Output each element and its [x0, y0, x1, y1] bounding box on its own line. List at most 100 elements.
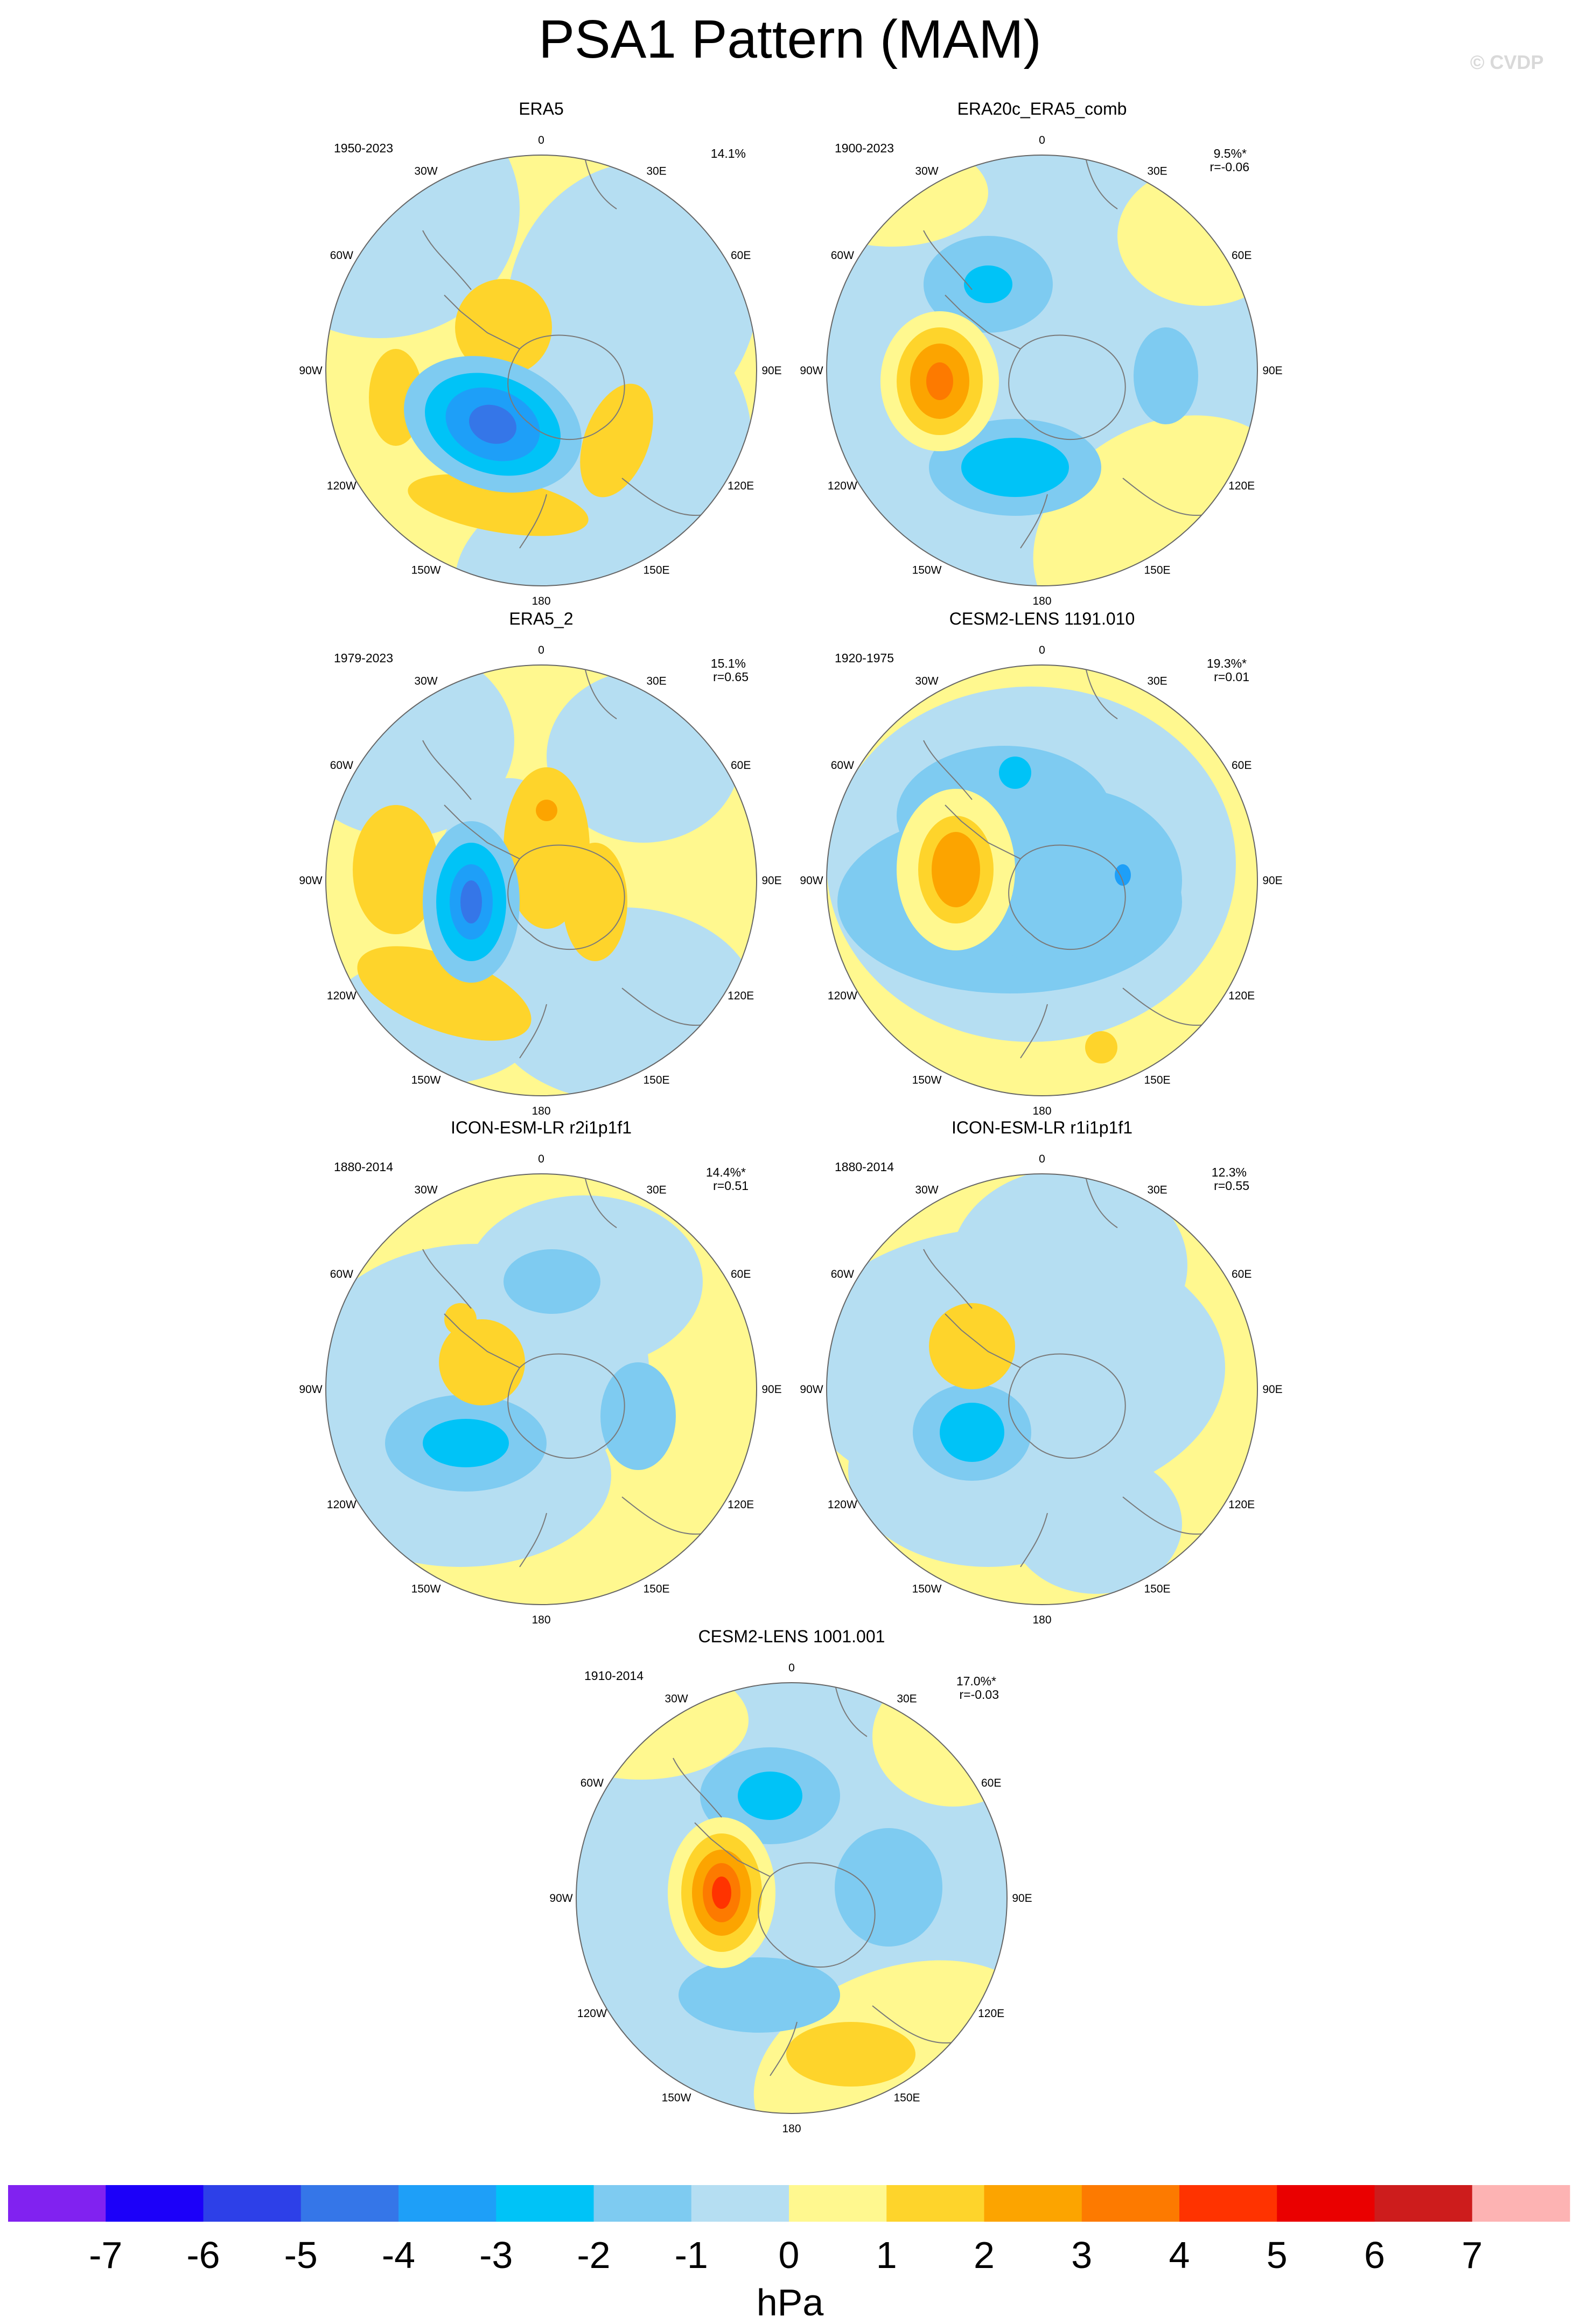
longitude-label: 120E: [1228, 480, 1255, 492]
anomaly-contour: [786, 2022, 915, 2087]
anomaly-contour: [580, 383, 653, 498]
disk-outline: [826, 1173, 1258, 1605]
longitude-label: 120W: [577, 2007, 607, 2020]
longitude-label: 60W: [330, 1268, 353, 1280]
map-panel: CESM2-LENS 1191.010 1920-1975 19.3%*r=0.01…: [800, 609, 1282, 1117]
longitude-label: 120E: [1228, 990, 1255, 1002]
longitude-label: 0: [788, 1662, 795, 1674]
anomaly-contour: [712, 1877, 731, 1909]
longitude-label: 60W: [581, 1777, 604, 1789]
longitude-label: 30W: [915, 675, 938, 687]
panel-years: 1910-2014: [584, 1669, 644, 1683]
longitude-label: 180: [1032, 595, 1051, 607]
colorbar-swatch: [399, 2185, 497, 2222]
longitude-label: 30E: [646, 1184, 666, 1196]
coastline: [507, 844, 625, 950]
longitude-label: 30W: [414, 675, 437, 687]
longitude-label: 180: [1032, 1105, 1051, 1117]
anomaly-contour: [932, 832, 980, 907]
coastline: [945, 1313, 1021, 1368]
longitude-label: 60W: [330, 759, 353, 772]
longitude-label: 0: [538, 644, 544, 656]
map-panel: ICON-ESM-LR r2i1p1f1 1880-2014 14.4%*r=0.5…: [299, 1118, 781, 1626]
anomaly-contour: [423, 1419, 509, 1467]
panel-years: 1900-2023: [835, 141, 894, 155]
longitude-label: 30W: [915, 1184, 938, 1196]
coastline: [507, 1353, 625, 1459]
colorbar-tick-label: 6: [1364, 2234, 1385, 2276]
colorbar-tick-label: -6: [186, 2234, 220, 2276]
colorbar-swatch: [1472, 2185, 1570, 2222]
longitude-label: 90E: [1012, 1892, 1032, 1905]
longitude-label: 30E: [646, 165, 666, 177]
colorbar-tick-label: 7: [1462, 2234, 1483, 2276]
longitude-label: 60E: [731, 249, 751, 262]
colorbar-tick-label: -4: [382, 2234, 415, 2276]
anomaly-contour: [439, 1319, 525, 1405]
anomaly-contour: [940, 1403, 1004, 1462]
disk-outline: [576, 1682, 1008, 2114]
longitude-label: 150E: [893, 2092, 920, 2104]
anomaly-contour: [964, 265, 1012, 303]
colorbar-swatch: [1277, 2185, 1375, 2222]
coastline: [1008, 1353, 1126, 1459]
panel-variance: 17.0%*: [956, 1674, 996, 1688]
anomaly-contour: [460, 880, 482, 923]
coastline: [584, 1174, 617, 1228]
colorbar-swatch: [106, 2185, 204, 2222]
coastline: [1085, 1174, 1118, 1228]
longitude-label: 150W: [411, 1583, 441, 1595]
colorbar-tick-label: -7: [89, 2234, 122, 2276]
anomaly-contour: [1010, 1454, 1182, 1594]
coastline: [422, 1249, 472, 1309]
colorbar-swatch: [691, 2185, 789, 2222]
longitude-label: 120E: [728, 480, 754, 492]
colorbar-tick-label: 2: [974, 2234, 995, 2276]
coastline: [519, 494, 547, 549]
longitude-label: 60E: [731, 1268, 751, 1280]
figure-title: PSA1 Pattern (MAM): [539, 9, 1041, 69]
panel-title: ERA5_2: [509, 609, 573, 628]
panel-variance: 15.1%: [711, 656, 746, 670]
longitude-label: 120W: [327, 990, 356, 1002]
anomaly-contour: [961, 438, 1069, 497]
anomaly-contour: [1085, 1031, 1117, 1063]
coastline: [507, 334, 625, 440]
longitude-label: 150E: [1144, 1074, 1170, 1087]
anomaly-contour: [950, 1174, 1187, 1362]
colorbar-swatch: [593, 2185, 692, 2222]
longitude-label: 120W: [828, 990, 857, 1002]
colorbar-swatch: [1179, 2185, 1277, 2222]
colorbar-tick-label: -2: [577, 2234, 610, 2276]
longitude-label: 120E: [978, 2007, 1004, 2020]
longitude-label: 150W: [662, 2092, 691, 2104]
longitude-label: 90E: [1262, 874, 1282, 887]
longitude-label: 30E: [897, 1692, 917, 1705]
longitude-label: 90W: [299, 1383, 322, 1396]
longitude-label: 90E: [1262, 1383, 1282, 1396]
anomaly-contour: [504, 1249, 600, 1314]
anomaly-contour: [835, 1828, 942, 1947]
longitude-label: 60E: [1232, 249, 1252, 262]
coastline: [584, 665, 617, 719]
longitude-label: 30W: [665, 1692, 688, 1705]
coastline: [1008, 844, 1126, 950]
panel-variance: 19.3%*: [1207, 656, 1247, 670]
longitude-label: 120E: [1228, 1499, 1255, 1511]
longitude-label: 0: [538, 134, 544, 146]
panel-variance: 12.3%: [1212, 1165, 1247, 1179]
colorbar-swatch: [1081, 2185, 1180, 2222]
longitude-label: 30W: [414, 165, 437, 177]
longitude-label: 150E: [1144, 564, 1170, 577]
longitude-label: 60E: [731, 759, 751, 772]
colorbar-tick-label: 5: [1267, 2234, 1288, 2276]
coastline: [422, 230, 472, 290]
anomaly-contour: [999, 757, 1031, 789]
panel-title: CESM2-LENS 1001.001: [698, 1627, 885, 1646]
longitude-label: 150W: [912, 1074, 942, 1087]
coastline: [519, 1513, 547, 1567]
coastline: [584, 155, 617, 209]
longitude-label: 90W: [800, 1383, 823, 1396]
